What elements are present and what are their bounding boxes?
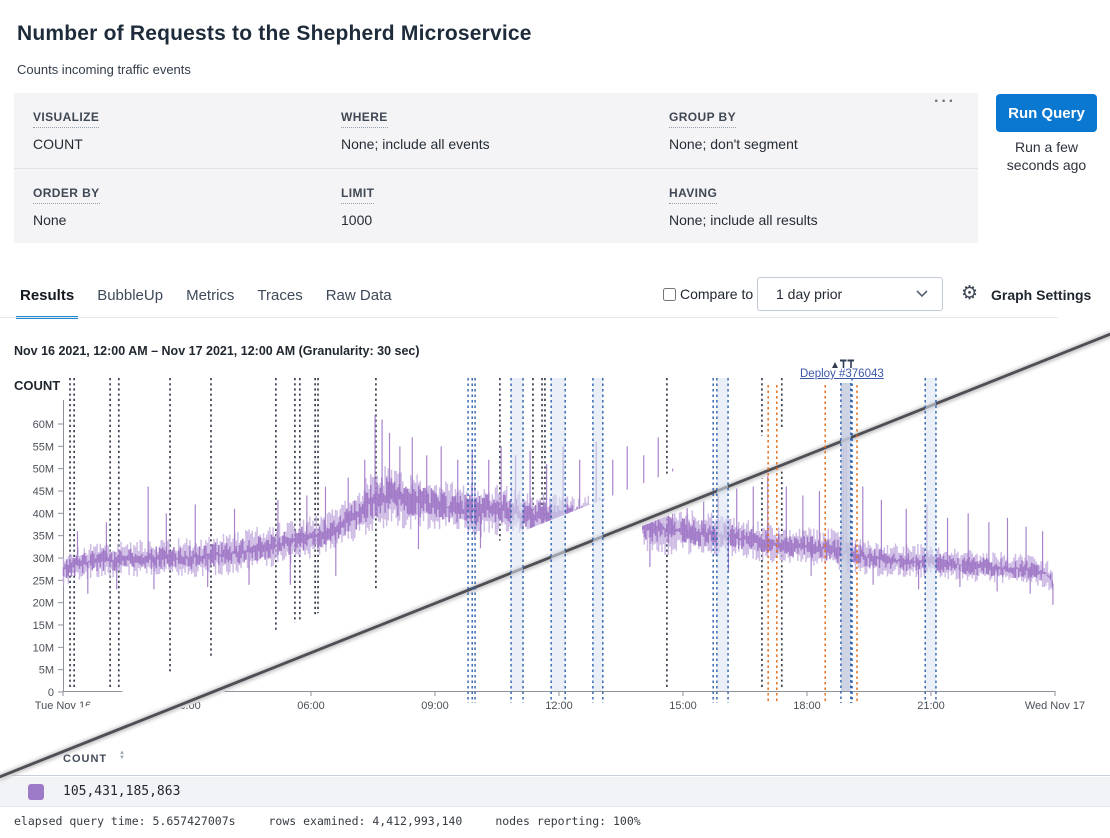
tab-results[interactable]: Results <box>16 287 79 319</box>
where-field[interactable]: WHERE None; include all events <box>341 108 490 152</box>
group-by-value: None; don't segment <box>669 136 798 152</box>
deploy-annotation-link[interactable]: Deploy #376043 <box>800 368 884 380</box>
group-by-label: GROUP BY <box>669 110 736 128</box>
svg-text:12:00: 12:00 <box>545 700 573 712</box>
overflow-menu-icon[interactable]: ··· <box>934 93 956 110</box>
count-series <box>62 415 1054 605</box>
visualize-value: COUNT <box>33 136 83 152</box>
limit-value: 1000 <box>341 212 373 228</box>
svg-text:30M: 30M <box>33 553 54 565</box>
chart-axes: 0 5M 10M 15M 20M 25M 30M 35M 40M 45M 50M 55M 60M Tue … <box>33 400 1085 712</box>
svg-text:40M: 40M <box>33 508 54 520</box>
tab-metrics[interactable]: Metrics <box>186 287 235 304</box>
order-by-field[interactable]: ORDER BY None <box>33 184 100 228</box>
elapsed-time-stat: elapsed query time: 5.657427007s <box>14 814 236 828</box>
svg-text:09:00: 09:00 <box>421 700 449 712</box>
svg-text:10M: 10M <box>33 642 54 654</box>
query-builder-panel: VISUALIZE COUNT WHERE None; include all … <box>14 93 978 243</box>
group-by-field[interactable]: GROUP BY None; don't segment <box>669 108 798 152</box>
svg-text:03:00: 03:00 <box>173 700 201 712</box>
tab-raw-data[interactable]: Raw Data <box>325 287 392 304</box>
tabs-divider <box>0 317 1110 318</box>
gear-icon[interactable]: ⚙ <box>961 282 979 304</box>
query-window-markers <box>467 378 937 703</box>
results-table-header: COUNT ▲ ▼ <box>0 743 1110 776</box>
svg-text:15M: 15M <box>33 620 54 632</box>
query-builder-row-1: VISUALIZE COUNT WHERE None; include all … <box>14 93 978 168</box>
deploy-annotation-flags <box>832 359 854 368</box>
results-table-row[interactable]: 105,431,185,863 <box>0 777 1110 807</box>
svg-text:45M: 45M <box>33 486 54 498</box>
svg-text:Tue Nov 16: Tue Nov 16 <box>35 700 91 712</box>
compare-period-value: 1 day prior <box>776 286 843 302</box>
run-status-text: Run a few seconds ago <box>1006 139 1087 173</box>
where-value: None; include all events <box>341 136 490 152</box>
having-label: HAVING <box>669 186 718 204</box>
having-value: None; include all results <box>669 212 818 228</box>
sort-icon[interactable]: ▲ ▼ <box>119 750 125 761</box>
where-label: WHERE <box>341 110 388 128</box>
compare-to-label: Compare to <box>680 286 754 302</box>
graph-settings-button[interactable]: Graph Settings <box>991 287 1092 303</box>
svg-text:35M: 35M <box>33 531 54 543</box>
page-title: Number of Requests to the Shepherd Micro… <box>17 22 532 45</box>
svg-text:21:00: 21:00 <box>917 700 945 712</box>
chart-series-label: COUNT <box>14 378 61 393</box>
page-subtitle: Counts incoming traffic events <box>17 62 191 77</box>
svg-text:60M: 60M <box>33 419 54 431</box>
compare-to-control: Compare to <box>663 286 753 302</box>
order-by-label: ORDER BY <box>33 186 100 204</box>
svg-text:5M: 5M <box>39 665 54 677</box>
results-tab-bar: Results BubbleUp Metrics Traces Raw Data <box>16 287 392 319</box>
count-column-header[interactable]: COUNT <box>63 753 108 765</box>
run-query-button[interactable]: Run Query <box>996 94 1097 132</box>
visualize-field[interactable]: VISUALIZE COUNT <box>33 108 100 152</box>
chart-time-range: Nov 16 2021, 12:00 AM – Nov 17 2021, 12:… <box>14 344 420 358</box>
having-field[interactable]: HAVING None; include all results <box>669 184 818 228</box>
series-color-swatch <box>28 784 44 800</box>
limit-label: LIMIT <box>341 186 375 204</box>
svg-text:50M: 50M <box>33 464 54 476</box>
svg-text:0: 0 <box>48 687 54 699</box>
visualize-label: VISUALIZE <box>33 110 100 128</box>
svg-text:15:00: 15:00 <box>669 700 697 712</box>
tab-bubbleup[interactable]: BubbleUp <box>97 287 164 304</box>
nodes-reporting-stat: nodes reporting: 100% <box>495 814 641 828</box>
deploy-marker-lines <box>69 378 783 690</box>
compare-to-checkbox[interactable] <box>663 287 676 301</box>
limit-field[interactable]: LIMIT 1000 <box>341 184 375 228</box>
query-builder-row-2: ORDER BY None LIMIT 1000 HAVING None; in… <box>14 168 978 243</box>
count-total-value: 105,431,185,863 <box>63 784 181 799</box>
svg-text:Wed Nov 17: Wed Nov 17 <box>1025 700 1085 712</box>
order-by-value: None <box>33 212 67 228</box>
svg-text:55M: 55M <box>33 441 54 453</box>
chevron-down-icon <box>916 290 928 298</box>
query-stats-footer: elapsed query time: 5.657427007s rows ex… <box>14 814 667 828</box>
compare-period-dropdown[interactable]: 1 day prior <box>757 277 943 311</box>
svg-text:20M: 20M <box>33 598 54 610</box>
svg-text:25M: 25M <box>33 575 54 587</box>
tab-traces[interactable]: Traces <box>257 287 303 304</box>
rows-examined-stat: rows examined: 4,412,993,140 <box>268 814 463 828</box>
svg-text:06:00: 06:00 <box>297 700 325 712</box>
svg-text:18:00: 18:00 <box>793 700 821 712</box>
diagonal-tear-artifact <box>0 296 1110 781</box>
